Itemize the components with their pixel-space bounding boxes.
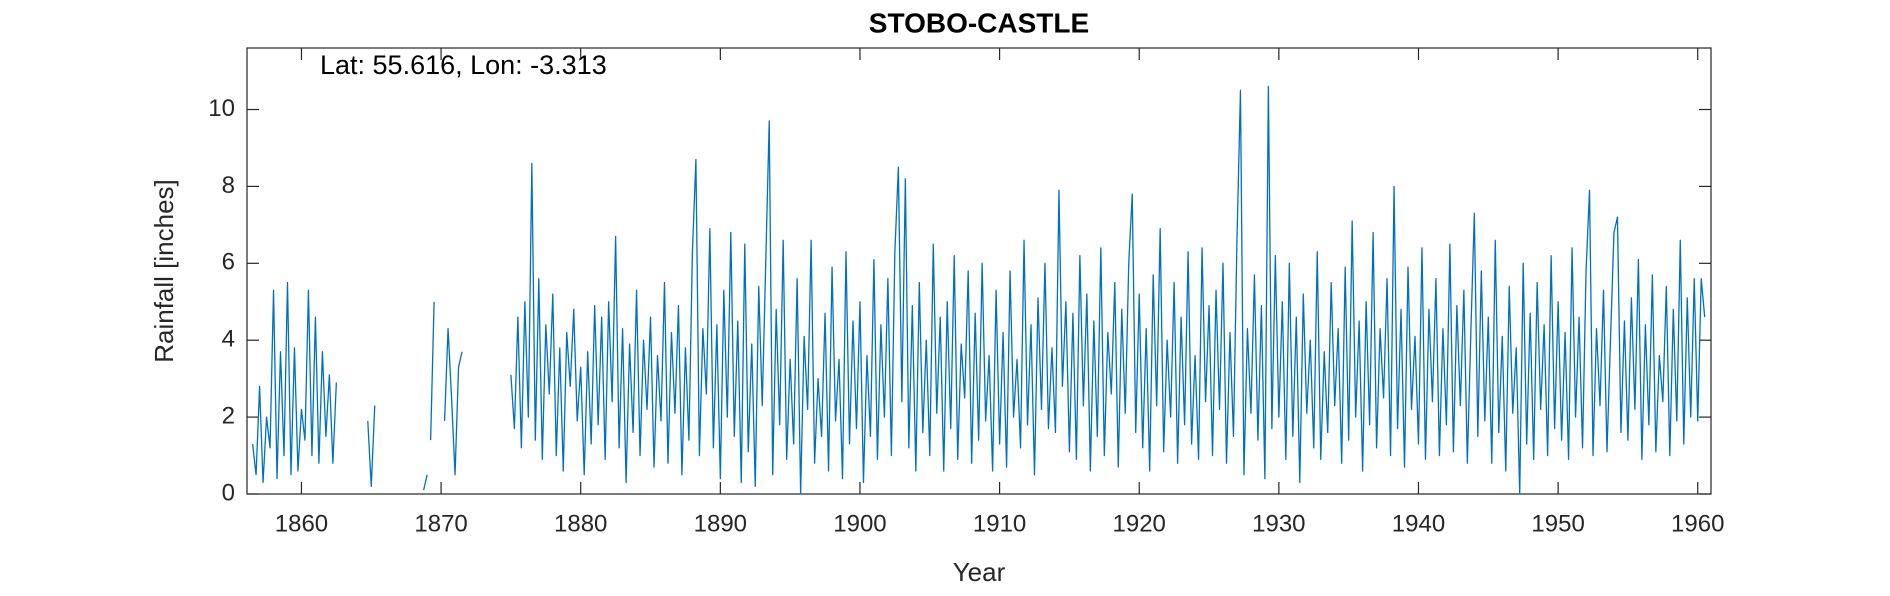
x-tick-label: 1880 bbox=[554, 510, 607, 537]
x-tick-label: 1940 bbox=[1392, 510, 1445, 537]
y-tick-label: 6 bbox=[222, 249, 235, 276]
annotation: Lat: 55.616, Lon: -3.313 bbox=[320, 50, 607, 80]
x-tick-label: 1920 bbox=[1113, 510, 1166, 537]
y-tick-label: 0 bbox=[222, 479, 235, 506]
y-tick-label: 4 bbox=[222, 326, 235, 353]
y-tick-label: 10 bbox=[208, 95, 235, 122]
y-tick-label: 2 bbox=[222, 402, 235, 429]
y-axis-label: Rainfall [inches] bbox=[149, 179, 179, 363]
x-tick-label: 1900 bbox=[833, 510, 886, 537]
data-line bbox=[251, 85, 1706, 495]
x-tick-label: 1950 bbox=[1531, 510, 1584, 537]
x-tick-label: 1890 bbox=[694, 510, 747, 537]
x-tick-label: 1860 bbox=[275, 510, 328, 537]
x-tick-label: 1910 bbox=[973, 510, 1026, 537]
y-tick-label: 8 bbox=[222, 172, 235, 199]
chart-title: STOBO-CASTLE bbox=[869, 7, 1089, 38]
x-tick-label: 1960 bbox=[1671, 510, 1724, 537]
x-axis-label: Year bbox=[953, 557, 1006, 587]
x-tick-label: 1870 bbox=[414, 510, 467, 537]
x-tick-label: 1930 bbox=[1252, 510, 1305, 537]
